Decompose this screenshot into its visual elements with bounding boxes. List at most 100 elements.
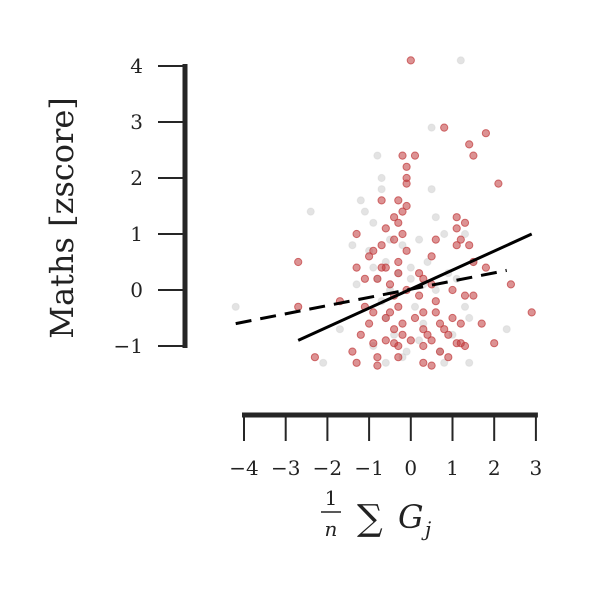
gray-data-point: [406, 274, 415, 283]
x-axis: −4 −3 −2 −1 0 1 2 3: [229, 412, 543, 480]
red-data-point: [494, 179, 503, 188]
gray-data-point: [460, 229, 470, 239]
fit-lines-group: [235, 232, 533, 342]
red-data-point: [369, 246, 378, 255]
y-tick-label: 0: [130, 278, 143, 302]
dashed-fit-line: [235, 268, 507, 326]
gray-data-point: [306, 207, 315, 216]
gray-data-point: [319, 358, 328, 367]
red-data-point: [352, 358, 361, 367]
red-data-point: [410, 313, 420, 323]
red-data-point: [415, 269, 424, 278]
gray-data-point: [423, 257, 432, 267]
x-label-subscript: j: [421, 517, 431, 541]
gray-data-point: [440, 358, 449, 367]
red-data-point: [419, 341, 428, 351]
red-data-point: [390, 339, 399, 348]
red-data-point: [431, 308, 440, 317]
red-data-point: [365, 252, 374, 261]
red-data-point: [460, 291, 470, 300]
gray-data-point: [427, 185, 436, 194]
red-data-point: [402, 201, 411, 211]
red-data-point: [440, 123, 449, 132]
red-data-point: [477, 319, 486, 328]
x-tick-label: 2: [488, 456, 501, 480]
gray-data-point: [427, 123, 436, 132]
red-data-point: [394, 257, 403, 267]
x-tick-label: −4: [229, 456, 258, 480]
red-data-point: [373, 361, 382, 370]
x-label-denominator: n: [325, 517, 338, 541]
y-tick-label: −1: [114, 334, 143, 358]
gray-data-point: [398, 241, 407, 250]
red-data-point: [310, 353, 319, 362]
gray-data-point: [356, 196, 365, 205]
red-data-point: [398, 330, 407, 339]
red-data-point: [390, 235, 399, 244]
red-data-point: [431, 297, 440, 306]
x-tick-label: −1: [354, 456, 383, 480]
red-data-point: [381, 336, 390, 345]
red-data-point: [452, 241, 461, 250]
red-data-point: [294, 257, 303, 267]
red-data-point: [435, 319, 445, 328]
red-data-point: [444, 353, 453, 362]
red-data-point: [410, 151, 420, 160]
red-data-point: [390, 213, 399, 222]
red-data-point: [365, 319, 374, 328]
red-data-point: [460, 218, 470, 227]
red-data-point: [435, 347, 445, 356]
red-data-point: [481, 129, 490, 138]
red-data-point: [394, 302, 403, 311]
red-data-point: [415, 291, 424, 300]
gray-data-point: [410, 302, 420, 311]
red-data-point: [481, 263, 490, 272]
x-tick-label: 1: [446, 456, 459, 480]
red-data-point: [431, 235, 440, 244]
x-tick-label: 3: [530, 456, 543, 480]
red-data-point: [419, 358, 428, 367]
red-data-point: [398, 207, 407, 216]
x-axis-label: 1 n ∑ G j: [321, 486, 431, 541]
red-data-point: [377, 263, 386, 272]
gray-data-point: [431, 213, 440, 222]
red-data-point: [465, 140, 474, 149]
red-data-point: [369, 339, 378, 348]
red-data-point: [423, 330, 432, 339]
red-data-point: [427, 361, 436, 370]
gray-data-point: [431, 285, 440, 295]
gray-data-point: [335, 325, 344, 334]
y-tick-label: 2: [130, 166, 143, 190]
red-data-point: [427, 336, 436, 345]
gray-data-point: [465, 358, 474, 367]
red-data-point: [402, 162, 411, 171]
red-data-point: [377, 196, 386, 205]
red-data-point: [452, 213, 461, 222]
red-data-point: [377, 241, 386, 250]
y-axis: −1 0 1 2 3 4: [114, 54, 188, 358]
y-tick-label: 4: [130, 54, 143, 78]
gray-data-point: [460, 302, 470, 311]
red-data-point: [352, 229, 361, 239]
red-data-point: [381, 224, 390, 233]
red-data-point: [440, 325, 449, 334]
red-data-point: [402, 246, 411, 255]
red-data-point: [448, 285, 457, 295]
red-data-point: [294, 302, 303, 311]
red-data-point: [406, 56, 415, 65]
red-data-point: [394, 353, 403, 362]
x-tick-label: 0: [404, 456, 417, 480]
red-data-point: [456, 319, 465, 328]
x-tick-label: −3: [271, 456, 300, 480]
red-data-point: [460, 341, 470, 351]
red-data-point: [398, 319, 407, 328]
gray-data-point: [377, 173, 386, 183]
x-label-variable: G: [398, 498, 424, 536]
gray-data-point: [415, 235, 424, 244]
gray-data-point: [373, 151, 382, 160]
gray-data-point: [369, 218, 378, 227]
x-label-numerator: 1: [325, 486, 338, 510]
red-data-point: [373, 274, 382, 283]
red-data-point: [427, 252, 436, 261]
